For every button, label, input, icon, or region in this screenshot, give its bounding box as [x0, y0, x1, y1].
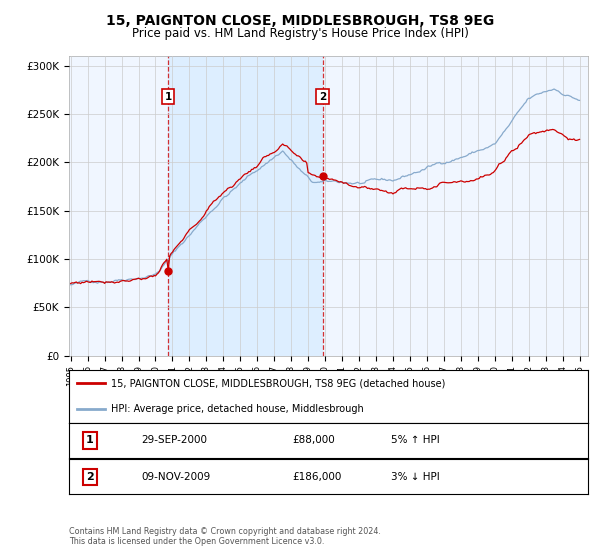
Text: 09-NOV-2009: 09-NOV-2009: [142, 472, 211, 482]
Text: HPI: Average price, detached house, Middlesbrough: HPI: Average price, detached house, Midd…: [110, 404, 363, 414]
Text: 2: 2: [86, 472, 94, 482]
Text: 1: 1: [164, 92, 172, 101]
Text: 5% ↑ HPI: 5% ↑ HPI: [391, 436, 440, 445]
Text: This data is licensed under the Open Government Licence v3.0.: This data is licensed under the Open Gov…: [69, 537, 325, 546]
Text: 2: 2: [319, 92, 326, 101]
Bar: [168, 56, 323, 356]
Text: £88,000: £88,000: [292, 436, 335, 445]
Text: Contains HM Land Registry data © Crown copyright and database right 2024.: Contains HM Land Registry data © Crown c…: [69, 527, 381, 536]
Text: £186,000: £186,000: [292, 472, 341, 482]
Text: 3% ↓ HPI: 3% ↓ HPI: [391, 472, 440, 482]
Text: 29-SEP-2000: 29-SEP-2000: [142, 436, 208, 445]
Text: Price paid vs. HM Land Registry's House Price Index (HPI): Price paid vs. HM Land Registry's House …: [131, 27, 469, 40]
Text: 1: 1: [86, 436, 94, 445]
Text: 15, PAIGNTON CLOSE, MIDDLESBROUGH, TS8 9EG (detached house): 15, PAIGNTON CLOSE, MIDDLESBROUGH, TS8 9…: [110, 379, 445, 389]
Text: 15, PAIGNTON CLOSE, MIDDLESBROUGH, TS8 9EG: 15, PAIGNTON CLOSE, MIDDLESBROUGH, TS8 9…: [106, 14, 494, 28]
